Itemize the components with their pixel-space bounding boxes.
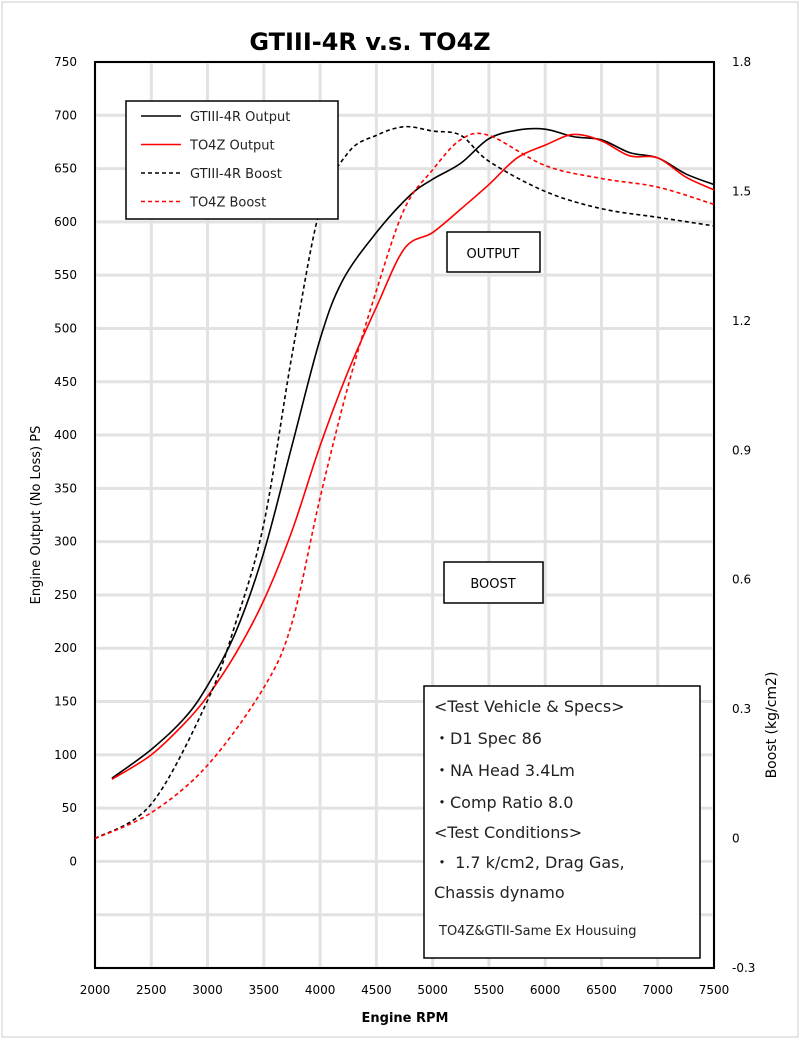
specs-line: TO4Z&GTII-Same Ex Housuing [438, 924, 637, 939]
boost-label: BOOST [470, 577, 515, 592]
legend [125, 100, 339, 220]
legend-label: GTIII-4R Boost [190, 167, 282, 182]
specs-box [423, 685, 701, 959]
y2-tick-label: 0 [732, 832, 740, 846]
legend-label: TO4Z Boost [189, 196, 266, 211]
specs-line: <Test Conditions> [434, 823, 582, 842]
y-tick-label: 250 [54, 588, 77, 602]
x-tick-label: 2500 [136, 983, 167, 997]
y-tick-label: 400 [54, 428, 77, 442]
output-label-box [446, 231, 541, 273]
x-tick-label: 4000 [305, 983, 336, 997]
y-axis-label: Engine Output (No Loss) PS [29, 426, 44, 605]
specs-line: ・D1 Spec 86 [434, 729, 542, 748]
x-tick-label: 5000 [417, 983, 448, 997]
chart-title: GTIII-4R v.s. TO4Z [249, 28, 490, 56]
y-tick-label: 200 [54, 641, 77, 655]
y-tick-label: 700 [54, 108, 77, 122]
x-tick-label: 3500 [249, 983, 280, 997]
series-line-to4z-output [111, 133, 715, 781]
y-tick-label: 750 [54, 55, 77, 69]
series-line-to4z-boost [94, 132, 715, 840]
x-tick-label: 5500 [474, 983, 505, 997]
y-tick-label: 150 [54, 695, 77, 709]
y-tick-label: 550 [54, 268, 77, 282]
y2-tick-label: 0.3 [732, 702, 751, 716]
legend-label: TO4Z Output [189, 139, 275, 154]
y-tick-label: 100 [54, 748, 77, 762]
x-tick-label: 6500 [586, 983, 617, 997]
y2-tick-label: 1.5 [732, 184, 751, 198]
y2-tick-label: 1.8 [732, 55, 751, 69]
y2-axis-label: Boost (kg/cm2) [764, 672, 780, 779]
y2-tick-label: 1.2 [732, 314, 751, 328]
x-tick-label: 6000 [530, 983, 561, 997]
series-line-gtiii-4r-boost [94, 125, 715, 840]
x-tick-label: 7500 [699, 983, 730, 997]
x-axis-label: Engine RPM [362, 1011, 449, 1026]
y2-tick-label: 0.6 [732, 573, 751, 587]
output-label: OUTPUT [467, 247, 520, 262]
specs-line: ・NA Head 3.4Lm [434, 761, 575, 780]
y-tick-label: 650 [54, 162, 77, 176]
specs-line: ・ 1.7 k/cm2, Drag Gas, [434, 853, 625, 872]
plot-area [94, 61, 715, 969]
y2-tick-label: 0.9 [732, 443, 751, 457]
y-tick-label: 600 [54, 215, 77, 229]
x-tick-label: 7000 [642, 983, 673, 997]
y-tick-label: 0 [69, 854, 77, 868]
x-tick-label: 3000 [192, 983, 223, 997]
series-line-gtiii-4r-output [111, 127, 715, 779]
y-tick-label: 500 [54, 321, 77, 335]
y-tick-label: 450 [54, 375, 77, 389]
y-tick-label: 300 [54, 535, 77, 549]
boost-label-box [443, 561, 544, 604]
specs-line: Chassis dynamo [434, 883, 565, 902]
x-tick-label: 4500 [361, 983, 392, 997]
y-tick-label: 350 [54, 481, 77, 495]
y-tick-label: 50 [62, 801, 77, 815]
y2-tick-label: -0.3 [732, 961, 755, 975]
legend-label: GTIII-4R Output [190, 110, 290, 125]
x-tick-label: 2000 [80, 983, 111, 997]
specs-line: <Test Vehicle & Specs> [434, 697, 625, 716]
specs-line: ・Comp Ratio 8.0 [434, 793, 573, 812]
